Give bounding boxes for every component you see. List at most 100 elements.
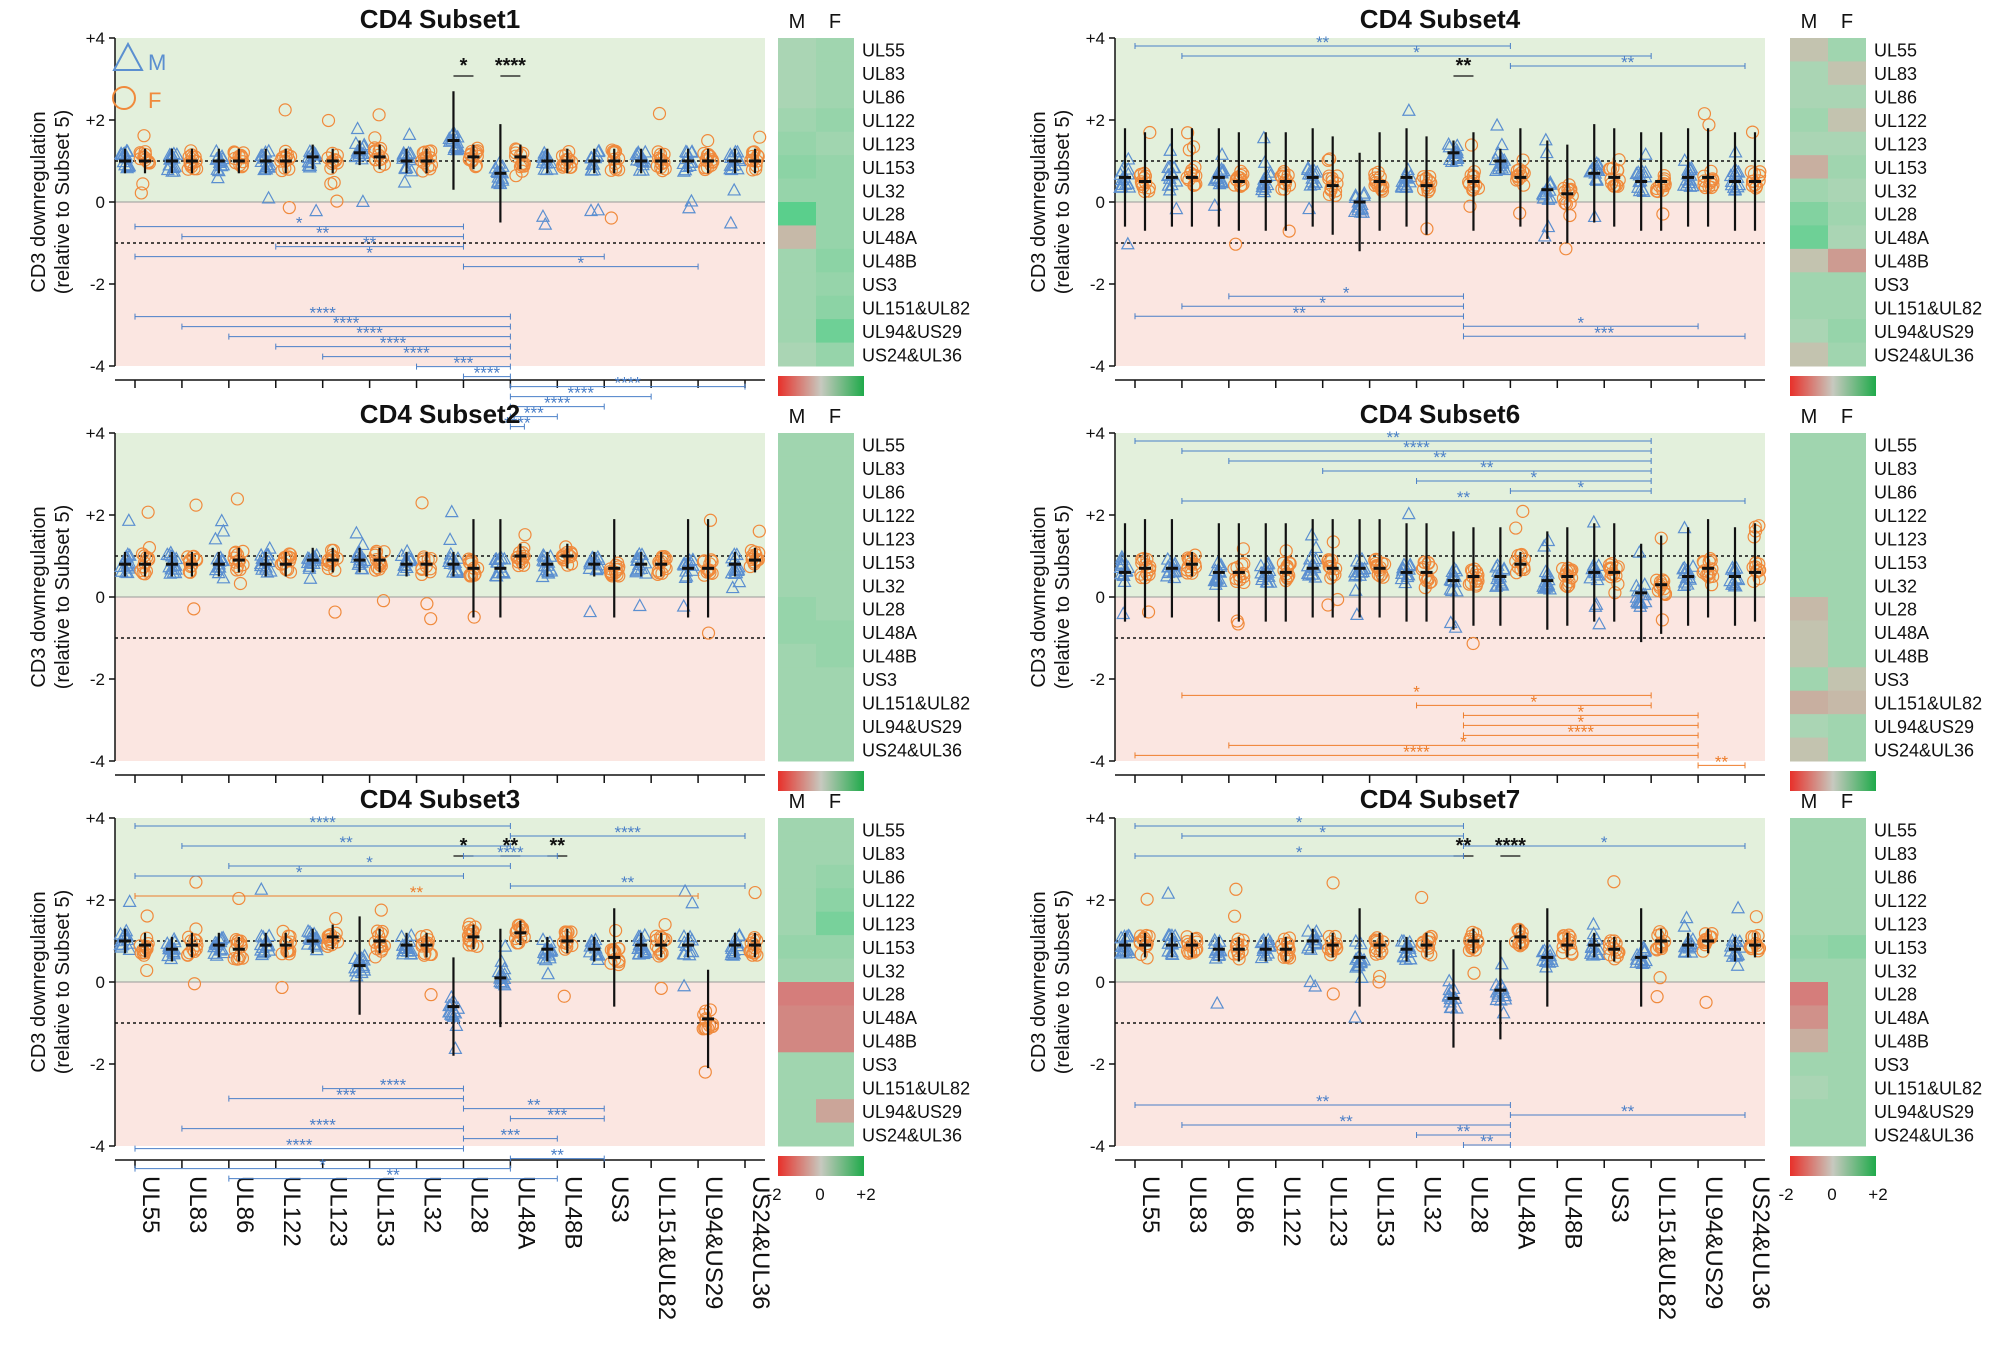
x-tick-label: UL122 <box>278 1176 305 1247</box>
heatmap-cell-male <box>1790 155 1828 180</box>
heatmap-cell-male <box>778 573 816 598</box>
female-point <box>1237 570 1251 584</box>
male-point <box>1494 137 1509 151</box>
male-point <box>725 580 740 594</box>
heatmap-cell-male <box>1790 108 1828 133</box>
heatmap-row-label: US3 <box>862 275 897 295</box>
comparison-significance: ** <box>316 224 330 243</box>
male-point <box>584 203 599 217</box>
male-point <box>165 163 180 177</box>
female-point <box>510 936 524 950</box>
male-point <box>723 215 738 229</box>
heatmap-cell-female <box>1828 526 1866 551</box>
heatmap-row-label: UL28 <box>862 985 905 1005</box>
female-point <box>368 131 382 145</box>
male-point <box>1161 885 1176 899</box>
heatmap-cell-female <box>1828 248 1866 273</box>
y-axis-label: CD3 downregulation <box>28 111 50 292</box>
y-tick-label: +4 <box>1086 809 1105 828</box>
male-point <box>441 1004 456 1018</box>
comparison-significance: * <box>1319 823 1326 842</box>
heatmap-row-label: US24&UL36 <box>862 1125 962 1145</box>
comparison-significance: **** <box>614 374 641 393</box>
male-point <box>1490 117 1505 131</box>
female-point <box>321 561 335 576</box>
comparison-significance: * <box>1531 468 1538 487</box>
heatmap-cell-male <box>1790 597 1828 621</box>
female-point <box>1235 938 1249 952</box>
female-point <box>417 151 432 165</box>
y-tick-label: 0 <box>96 973 105 992</box>
heatmap-cell-male <box>1790 818 1828 842</box>
heatmap-cell-male <box>778 342 816 367</box>
negative-region <box>115 202 765 366</box>
y-tick-label: +4 <box>1086 424 1105 443</box>
female-point <box>655 549 669 564</box>
female-point <box>1321 153 1335 167</box>
heatmap-cell-female <box>816 911 854 936</box>
male-point <box>1303 942 1318 955</box>
heatmap-cell-male <box>1790 888 1828 913</box>
negative-region <box>1115 202 1765 366</box>
legend-female-label: F <box>148 88 161 113</box>
male-point <box>629 563 644 576</box>
female-point <box>1326 876 1340 890</box>
female-point <box>227 551 241 565</box>
heatmap-row-label: US3 <box>862 670 897 690</box>
female-point <box>516 546 530 560</box>
negative-region <box>1115 982 1765 1146</box>
male-point <box>300 555 315 569</box>
female-point <box>745 163 760 177</box>
heatmap-header-female: F <box>1841 791 1853 813</box>
comparison-significance: ** <box>621 873 635 892</box>
comparison-significance: * <box>1413 682 1420 701</box>
female-point <box>423 947 437 961</box>
colorbar <box>1790 1156 1876 1176</box>
female-point <box>469 147 483 161</box>
heatmap-cell-male <box>778 1052 816 1077</box>
female-point <box>518 528 532 542</box>
heatmap-cell-female <box>816 935 854 960</box>
heatmap-row-label: UL153 <box>1874 553 1927 573</box>
female-point <box>1556 946 1570 960</box>
x-tick-label: UL55 <box>1137 1176 1164 1233</box>
male-point <box>535 569 550 583</box>
female-point <box>181 930 196 944</box>
x-tick-label: UL28 <box>1465 1176 1492 1233</box>
heatmap-cell-male <box>778 248 816 273</box>
heatmap-row-label: UL86 <box>862 483 905 503</box>
heatmap-row-label: US3 <box>1874 275 1909 295</box>
female-point <box>1612 153 1626 167</box>
male-point <box>1116 568 1131 581</box>
female-point <box>1559 242 1573 256</box>
comparison-significance: ** <box>1386 428 1400 447</box>
female-point <box>649 929 663 943</box>
comparison-significance: * <box>1296 813 1303 832</box>
female-point <box>1515 547 1529 562</box>
heatmap-row-label: UL55 <box>1874 821 1917 841</box>
male-point <box>402 127 417 140</box>
male-point <box>1677 918 1692 932</box>
male-point <box>685 558 700 571</box>
female-point <box>1415 890 1429 905</box>
heatmap-cell-female <box>816 667 854 692</box>
female-point <box>133 146 147 160</box>
male-point <box>1441 136 1456 150</box>
male-point <box>166 150 181 164</box>
female-point <box>1373 969 1387 984</box>
female-point <box>1658 587 1673 602</box>
male-point <box>122 894 137 907</box>
heatmap-cell-female <box>816 818 854 842</box>
heatmap-row-label: UL48B <box>862 647 917 667</box>
heatmap-header-male: M <box>789 406 806 428</box>
male-point <box>1310 936 1325 949</box>
x-tick-label: UL86 <box>231 1176 258 1233</box>
female-point <box>1143 125 1157 140</box>
male-point <box>1356 188 1371 201</box>
female-point <box>516 146 530 160</box>
female-point <box>1703 552 1717 566</box>
female-point <box>1752 563 1766 577</box>
male-point <box>1686 559 1701 572</box>
negative-region <box>115 982 765 1146</box>
female-point <box>1745 179 1759 193</box>
